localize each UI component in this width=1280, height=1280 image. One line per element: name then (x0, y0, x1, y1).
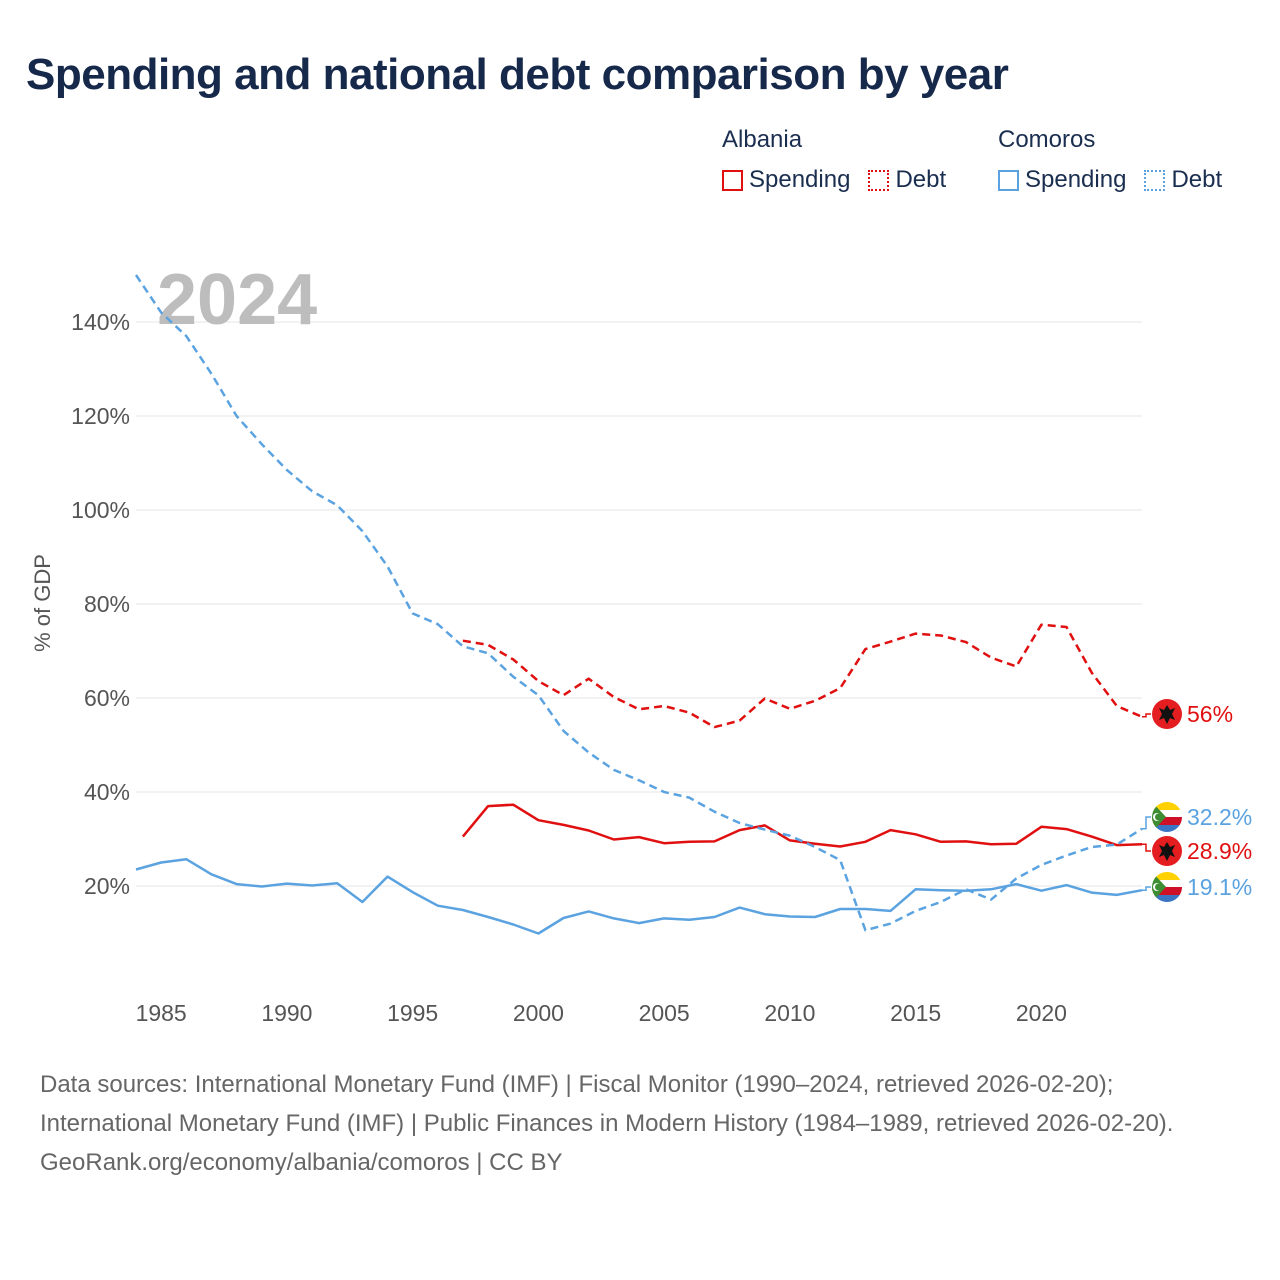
x-tick-label: 2020 (1016, 1000, 1067, 1026)
comoros-debt-end-marker: 32.2% (1152, 802, 1252, 832)
comoros-spending-end-marker: 19.1% (1152, 872, 1252, 902)
legend-group-comoros: Comoros Spending Debt (998, 124, 1222, 194)
x-tick-label: 2015 (890, 1000, 941, 1026)
legend-label: Debt (895, 166, 947, 193)
albania-debt-line (462, 623, 1143, 729)
x-tick-label: 2010 (764, 1000, 815, 1026)
legend-item-albania-debt[interactable]: Debt (868, 166, 946, 194)
y-tick-label: 80% (84, 591, 130, 617)
x-tick-label: 2000 (513, 1000, 564, 1026)
comoros-debt-end-label: 32.2% (1187, 804, 1252, 830)
albania-flag-icon (1152, 836, 1182, 866)
data-sources: Data sources: International Monetary Fun… (40, 1071, 1174, 1137)
solid-line-swatch-icon (998, 169, 1019, 191)
albania-flag-icon (1152, 699, 1182, 729)
footer: Data sources: International Monetary Fun… (40, 1065, 1240, 1182)
end-label-connector (1142, 843, 1151, 852)
y-tick-label: 20% (84, 873, 130, 899)
end-label-connector (1142, 713, 1151, 718)
x-tick-label: 2005 (639, 1000, 690, 1026)
albania-spending-line (461, 803, 1143, 848)
x-tick-label: 1990 (261, 1000, 312, 1026)
solid-line-swatch-icon (722, 169, 743, 191)
y-tick-label: 60% (84, 685, 130, 711)
comoros-flag-icon (1152, 802, 1182, 832)
comoros-flag-icon (1152, 872, 1182, 902)
x-tick-label: 1985 (136, 1000, 187, 1026)
x-tick-label: 1995 (387, 1000, 438, 1026)
end-label-connector (1142, 886, 1151, 891)
year-watermark: 2024 (157, 260, 317, 340)
y-tick-label: 140% (71, 309, 130, 335)
legend-country-comoros: Comoros (998, 126, 1096, 153)
series-lines (134, 274, 1151, 935)
dotted-line-swatch-icon (1144, 169, 1166, 191)
albania-spending-end-label: 28.9% (1187, 838, 1252, 864)
legend-label: Spending (1025, 166, 1127, 193)
legend-label: Spending (749, 166, 851, 193)
chart-title: Spending and national debt comparison by… (26, 50, 1009, 99)
y-axis-tick-labels: 20% 40% 60% 80% 100% 120% 140% (71, 309, 130, 899)
legend-item-comoros-debt[interactable]: Debt (1144, 166, 1222, 194)
y-tick-label: 40% (84, 779, 130, 805)
comoros-debt-line (134, 274, 1143, 932)
credit-line: GeoRank.org/economy/albania/comoros | CC… (40, 1149, 563, 1176)
end-label-connector (1142, 816, 1151, 830)
comoros-spending-end-label: 19.1% (1187, 874, 1252, 900)
albania-debt-end-marker: 56% (1152, 699, 1233, 729)
y-axis-label: % of GDP (30, 554, 55, 652)
legend-item-albania-spending[interactable]: Spending (722, 166, 850, 194)
y-tick-label: 120% (71, 403, 130, 429)
comoros-spending-line (135, 857, 1143, 935)
albania-spending-end-marker: 28.9% (1152, 836, 1252, 866)
dotted-line-swatch-icon (868, 169, 890, 191)
gridlines (136, 321, 1142, 887)
albania-debt-end-label: 56% (1187, 701, 1233, 727)
line-chart: 20% 40% 60% 80% 100% 120% 140% 1985 1990 1995 200… (30, 260, 1252, 1026)
y-tick-label: 100% (71, 497, 130, 523)
x-axis-tick-labels: 1985 1990 1995 2000 2005 2010 2015 2020 (136, 1000, 1067, 1026)
legend-country-albania: Albania (722, 126, 803, 153)
legend-item-comoros-spending[interactable]: Spending (998, 166, 1126, 194)
legend-label: Debt (1171, 166, 1223, 193)
legend-group-albania: Albania Spending Debt (722, 124, 946, 194)
